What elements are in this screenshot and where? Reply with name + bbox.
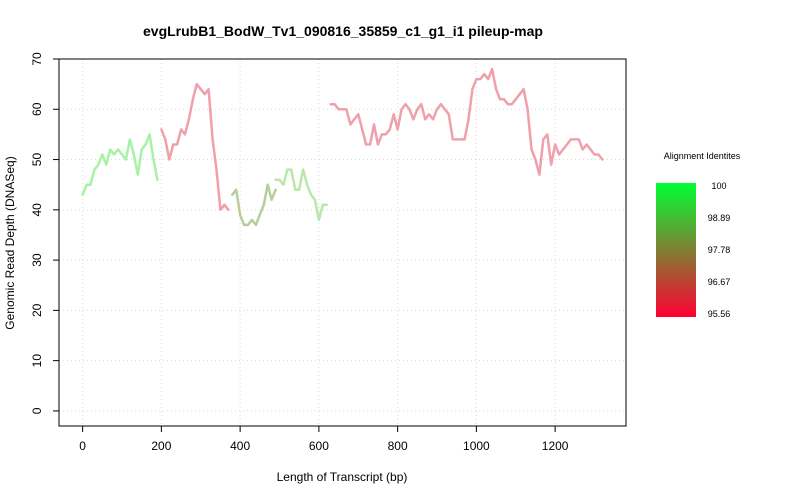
series-layer xyxy=(81,67,604,227)
y-tick-label: 50 xyxy=(30,153,44,167)
series-line-5 xyxy=(329,67,604,176)
legend-title: Alignment Identites xyxy=(664,151,741,161)
y-tick-label: 20 xyxy=(30,303,44,317)
legend-tick-label: 95.56 xyxy=(708,309,731,319)
legend-tick-label: 97.78 xyxy=(708,245,731,255)
x-tick-label: 600 xyxy=(309,439,329,453)
y-tick-label: 10 xyxy=(30,354,44,368)
x-tick-label: 800 xyxy=(388,439,408,453)
legend-tick-label: 96.67 xyxy=(708,277,731,287)
x-tick-label: 1000 xyxy=(463,439,490,453)
series-line-4 xyxy=(274,168,329,222)
series-line-3 xyxy=(231,183,277,227)
y-tick-label: 70 xyxy=(30,52,44,66)
legend-color-bar xyxy=(656,183,696,317)
series-line-1 xyxy=(81,133,159,196)
legend: Alignment Identites 100 98.89 97.78 96.67 95… xyxy=(656,151,741,319)
grid xyxy=(59,58,626,426)
plot-frame xyxy=(58,58,627,427)
y-axis-label: Genomic Read Depth (DNASeq) xyxy=(3,156,17,329)
legend-tick-label: 98.89 xyxy=(708,213,731,223)
legend-tick-label: 100 xyxy=(711,181,726,191)
x-tick-label: 200 xyxy=(151,439,171,453)
y-tick-label: 30 xyxy=(30,253,44,267)
y-tick-label: 0 xyxy=(30,407,44,414)
y-axis: 0 10 20 30 40 50 60 70 xyxy=(30,52,59,414)
y-tick-label: 40 xyxy=(30,203,44,217)
x-tick-label: 400 xyxy=(230,439,250,453)
series-line-2 xyxy=(160,82,230,212)
x-tick-label: 1200 xyxy=(542,439,569,453)
x-axis: 0 200 400 600 800 1000 1200 xyxy=(79,426,569,453)
y-tick-label: 60 xyxy=(30,102,44,116)
x-axis-label: Length of Transcript (bp) xyxy=(277,470,408,484)
chart-title: evgLrubB1_BodW_Tv1_090816_35859_c1_g1_i1… xyxy=(143,23,543,39)
x-tick-label: 0 xyxy=(79,439,86,453)
